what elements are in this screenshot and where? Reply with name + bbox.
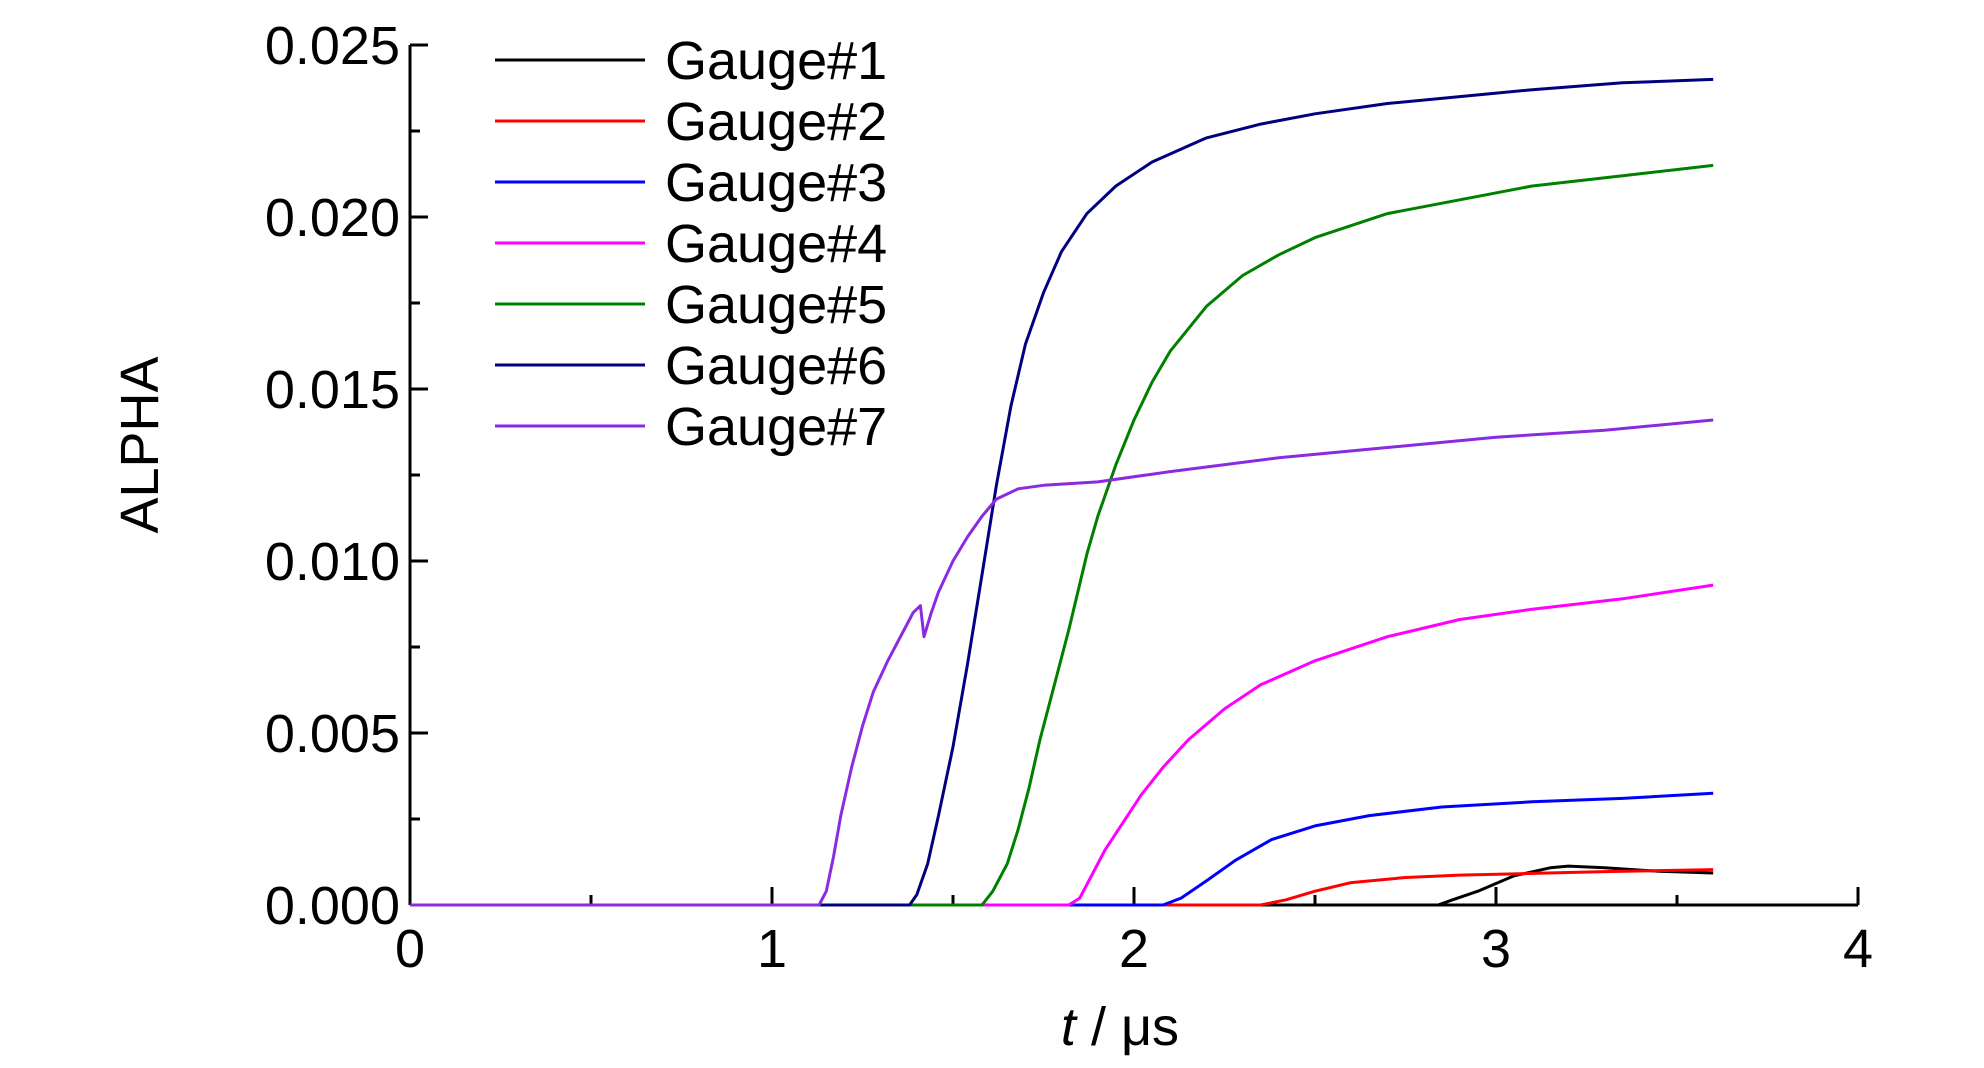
x-tick-label: 1 [757, 919, 787, 979]
x-tick-label: 4 [1843, 919, 1873, 979]
series-layer [410, 77, 1714, 907]
series-line-gauge-1 [410, 864, 1714, 907]
x-axis-label-unit: / μs [1076, 997, 1179, 1057]
series-line-gauge-3 [410, 791, 1714, 907]
legend: Gauge#1Gauge#2Gauge#3Gauge#4Gauge#5Gauge… [495, 31, 887, 457]
x-axis-label: t / μs [1061, 997, 1179, 1057]
series-line-gauge-6 [410, 77, 1714, 907]
series-line-gauge-2 [410, 868, 1714, 907]
legend-label-gauge-6: Gauge#6 [665, 336, 887, 396]
legend-label-gauge-7: Gauge#7 [665, 397, 887, 457]
x-tick-label: 0 [395, 919, 425, 979]
legend-label-gauge-5: Gauge#5 [665, 275, 887, 335]
y-tick-label: 0.020 [265, 188, 400, 248]
y-tick-label: 0.005 [265, 704, 400, 764]
axes: 0 1 2 3 4 0.000 0.005 0.010 0.015 0.020 0.025 [265, 16, 1873, 979]
y-tick-label: 0.015 [265, 360, 400, 420]
legend-label-gauge-4: Gauge#4 [665, 214, 887, 274]
legend-label-gauge-3: Gauge#3 [665, 153, 887, 213]
series-line-gauge-5 [410, 163, 1714, 907]
legend-label-gauge-2: Gauge#2 [665, 92, 887, 152]
series-line-gauge-4 [410, 583, 1714, 907]
y-tick-label: 0.000 [265, 876, 400, 936]
y-tick-label: 0.010 [265, 532, 400, 592]
series-line-gauge-7 [410, 418, 1714, 907]
y-axis-label-group: ALPHA [110, 356, 170, 533]
legend-label-gauge-1: Gauge#1 [665, 31, 887, 91]
y-axis-label: ALPHA [110, 356, 170, 533]
x-axis-label-variable: t [1061, 997, 1078, 1057]
x-tick-label: 3 [1481, 919, 1511, 979]
y-tick-label: 0.025 [265, 16, 400, 76]
x-tick-label: 2 [1119, 919, 1149, 979]
